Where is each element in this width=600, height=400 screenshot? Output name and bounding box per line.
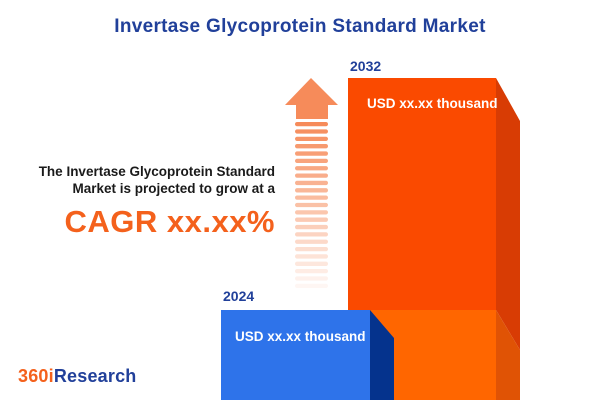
growth-arrow-segment	[295, 254, 328, 259]
growth-statement-line1: The Invertase Glycoprotein Standard	[38, 164, 275, 179]
growth-arrow-segment	[295, 269, 328, 274]
growth-arrow-segment	[295, 122, 328, 127]
label-year-2024: 2024	[223, 288, 255, 304]
growth-arrow-stem	[295, 122, 328, 288]
value-2024: USD xx.xx thousand	[235, 329, 366, 344]
bar-2032-side-upper	[496, 78, 520, 350]
brand-logo-360i: 360i	[18, 366, 54, 386]
cagr-value: CAGR xx.xx%	[64, 204, 275, 239]
page-title: Invertase Glycoprotein Standard Market	[114, 16, 486, 37]
growth-arrow-segment	[295, 246, 328, 252]
growth-arrow-head	[285, 78, 338, 119]
value-2032: USD xx.xx thousand	[367, 96, 498, 111]
growth-arrow-segment	[295, 188, 328, 193]
growth-statement-line2: Market is projected to grow at a	[72, 180, 275, 196]
brand-logo-research: Research	[53, 366, 137, 386]
growth-arrow-segment	[295, 180, 328, 186]
growth-arrow-segment	[295, 210, 328, 215]
growth-arrow-segment	[295, 217, 328, 222]
growth-arrow-segment	[295, 173, 328, 178]
growth-arrow-segment	[295, 232, 328, 237]
growth-arrow-segment	[295, 239, 328, 244]
bar-2024-side	[370, 310, 394, 400]
bar-2032-front-upper	[348, 78, 496, 310]
growth-arrow-segment	[295, 166, 328, 171]
growth-arrow-segment	[295, 136, 328, 141]
brand-logo: 360iResearch	[18, 366, 137, 387]
growth-arrow-segment	[295, 283, 328, 288]
label-year-2032: 2032	[350, 58, 382, 74]
bar-2024-front	[221, 310, 370, 400]
growth-statement: The Invertase Glycoprotein Standard Mark…	[0, 164, 275, 240]
growth-arrow-segment	[295, 129, 328, 134]
growth-arrow-segment	[295, 195, 328, 200]
growth-arrow-segment	[295, 151, 328, 156]
growth-arrow-segment	[295, 261, 328, 266]
bar-2032-side-lower	[496, 310, 520, 400]
growth-arrow-segment	[295, 224, 328, 230]
growth-arrow-segment	[295, 158, 328, 164]
growth-arrow-segment	[295, 202, 328, 208]
growth-arrow-segment	[295, 276, 328, 281]
bar-2024	[221, 310, 394, 400]
growth-arrow-icon	[285, 78, 338, 288]
growth-arrow-segment	[295, 144, 328, 149]
